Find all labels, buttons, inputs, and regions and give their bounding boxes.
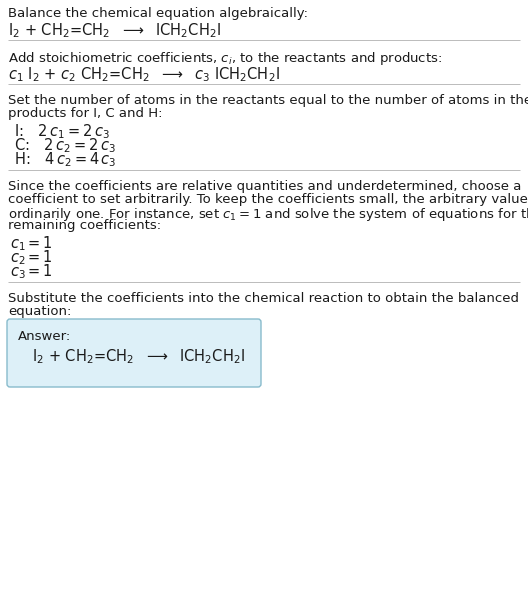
Text: $c_1 = 1$: $c_1 = 1$ [10, 234, 53, 253]
Text: $c_2 = 1$: $c_2 = 1$ [10, 248, 53, 267]
Text: Since the coefficients are relative quantities and underdetermined, choose a: Since the coefficients are relative quan… [8, 180, 521, 193]
Text: I$_2$ + CH$_2$=CH$_2$  $\longrightarrow$  ICH$_2$CH$_2$I: I$_2$ + CH$_2$=CH$_2$ $\longrightarrow$ … [8, 21, 221, 40]
Text: ordinarily one. For instance, set $c_1 = 1$ and solve the system of equations fo: ordinarily one. For instance, set $c_1 =… [8, 206, 528, 223]
Text: Answer:: Answer: [18, 330, 71, 343]
Text: I$_2$ + CH$_2$=CH$_2$  $\longrightarrow$  ICH$_2$CH$_2$I: I$_2$ + CH$_2$=CH$_2$ $\longrightarrow$ … [32, 347, 245, 366]
Text: $c_1$ I$_2$ + $c_2$ CH$_2$=CH$_2$  $\longrightarrow$  $c_3$ ICH$_2$CH$_2$I: $c_1$ I$_2$ + $c_2$ CH$_2$=CH$_2$ $\long… [8, 65, 280, 84]
Text: equation:: equation: [8, 305, 71, 318]
Text: H:   $4\,c_2 = 4\,c_3$: H: $4\,c_2 = 4\,c_3$ [10, 150, 117, 169]
FancyBboxPatch shape [7, 319, 261, 387]
Text: remaining coefficients:: remaining coefficients: [8, 219, 161, 232]
Text: Add stoichiometric coefficients, $c_i$, to the reactants and products:: Add stoichiometric coefficients, $c_i$, … [8, 50, 442, 67]
Text: I:   $2\,c_1 = 2\,c_3$: I: $2\,c_1 = 2\,c_3$ [10, 122, 110, 141]
Text: Substitute the coefficients into the chemical reaction to obtain the balanced: Substitute the coefficients into the che… [8, 292, 519, 305]
Text: products for I, C and H:: products for I, C and H: [8, 107, 163, 120]
Text: $c_3 = 1$: $c_3 = 1$ [10, 262, 53, 281]
Text: Set the number of atoms in the reactants equal to the number of atoms in the: Set the number of atoms in the reactants… [8, 94, 528, 107]
Text: coefficient to set arbitrarily. To keep the coefficients small, the arbitrary va: coefficient to set arbitrarily. To keep … [8, 193, 528, 206]
Text: Balance the chemical equation algebraically:: Balance the chemical equation algebraica… [8, 7, 308, 20]
Text: C:   $2\,c_2 = 2\,c_3$: C: $2\,c_2 = 2\,c_3$ [10, 136, 116, 155]
